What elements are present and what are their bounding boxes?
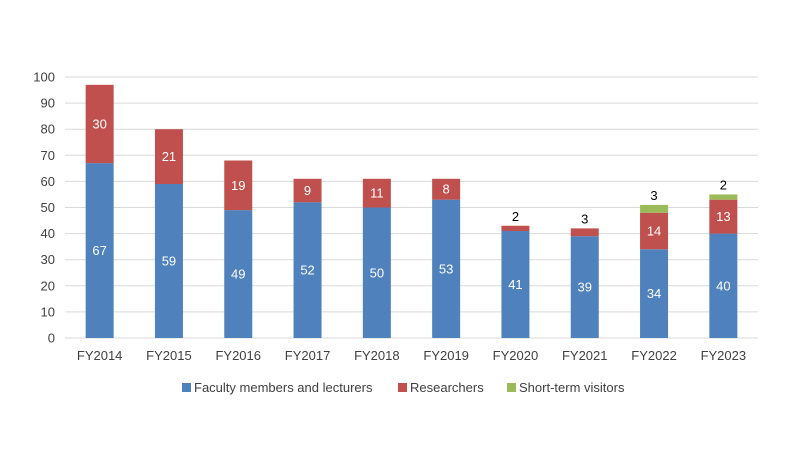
bar-segment [640,249,669,338]
bar-segment [362,207,391,338]
data-label: 53 [439,261,453,276]
x-tick-label: FY2021 [562,348,608,363]
y-tick-label: 100 [33,70,55,85]
bar-segment [501,225,530,231]
y-tick-label: 10 [41,304,55,319]
data-label: 59 [162,254,176,269]
x-tick-label: FY2020 [493,348,539,363]
data-label: 11 [370,186,384,201]
data-label: 8 [443,182,450,197]
bar-segment [293,178,322,203]
bar-segment [154,129,183,185]
data-label: 34 [647,286,661,301]
x-tick-label: FY2016 [215,348,261,363]
bar-segment [293,202,322,338]
bar-segment [224,210,253,338]
bar-segment [640,204,669,213]
legend: Faculty members and lecturers Researchers… [182,380,625,395]
bar-segment [709,194,738,200]
data-label: 40 [716,278,730,293]
data-label: 39 [578,280,592,295]
data-label: 52 [300,263,314,278]
x-tick-label: FY2017 [285,348,331,363]
bar-segment [154,184,183,338]
legend-swatch [398,383,407,392]
y-tick-label: 50 [41,200,55,215]
bar-segment [570,236,599,338]
legend-swatch [182,383,191,392]
data-label: 3 [650,188,657,203]
data-label: 30 [92,116,106,131]
data-label: 2 [720,177,727,192]
y-axis-ticks: 0 10 20 30 40 50 60 70 80 90 100 [33,70,55,346]
legend-label: Faculty members and lecturers [194,380,373,395]
y-tick-label: 90 [41,96,55,111]
bars [85,84,738,338]
bar-segment [501,230,530,338]
bar-segment [432,178,461,200]
data-label: 9 [304,183,311,198]
x-tick-label: FY2019 [423,348,469,363]
bar-segment [640,212,669,250]
y-tick-label: 20 [41,278,55,293]
x-axis-ticks: FY2014 FY2015 FY2016 FY2017 FY2018 FY2019 FY20… [77,348,746,363]
bar-segment [85,163,114,338]
x-tick-label: FY2022 [631,348,677,363]
data-label: 19 [231,178,245,193]
data-labels: 67 30 59 21 49 19 52 9 50 11 53 8 41 2 39 3 34 14 3 40 13 2 [92,116,730,301]
x-tick-label: FY2015 [146,348,192,363]
y-tick-label: 30 [41,252,55,267]
y-tick-label: 60 [41,174,55,189]
bar-segment [362,178,391,208]
data-label: 2 [512,209,519,224]
data-label: 3 [581,211,588,226]
data-label: 41 [508,277,522,292]
data-label: 21 [162,149,176,164]
x-tick-label: FY2023 [701,348,747,363]
bar-segment [709,199,738,234]
legend-label: Short-term visitors [519,380,625,395]
y-tick-label: 0 [48,331,55,346]
bar-segment [432,199,461,338]
bar-segment [570,228,599,237]
x-tick-label: FY2014 [77,348,123,363]
y-tick-label: 70 [41,148,55,163]
y-tick-label: 40 [41,226,55,241]
bar-segment [224,160,253,211]
data-label: 13 [716,209,730,224]
legend-label: Researchers [410,380,484,395]
legend-swatch [507,383,516,392]
data-label: 14 [647,223,661,238]
bar-segment [85,84,114,164]
x-tick-label: FY2018 [354,348,400,363]
bar-segment [709,233,738,338]
data-label: 67 [92,243,106,258]
y-tick-label: 80 [41,122,55,137]
data-label: 49 [231,267,245,282]
data-label: 50 [370,265,384,280]
